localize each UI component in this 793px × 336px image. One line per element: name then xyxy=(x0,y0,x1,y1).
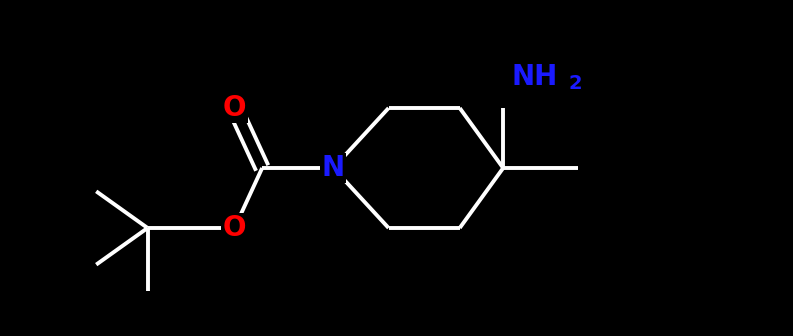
Text: O: O xyxy=(223,94,247,122)
Text: NH: NH xyxy=(511,64,557,91)
Text: N: N xyxy=(322,154,345,182)
Text: 2: 2 xyxy=(569,74,582,93)
Text: O: O xyxy=(223,214,247,242)
